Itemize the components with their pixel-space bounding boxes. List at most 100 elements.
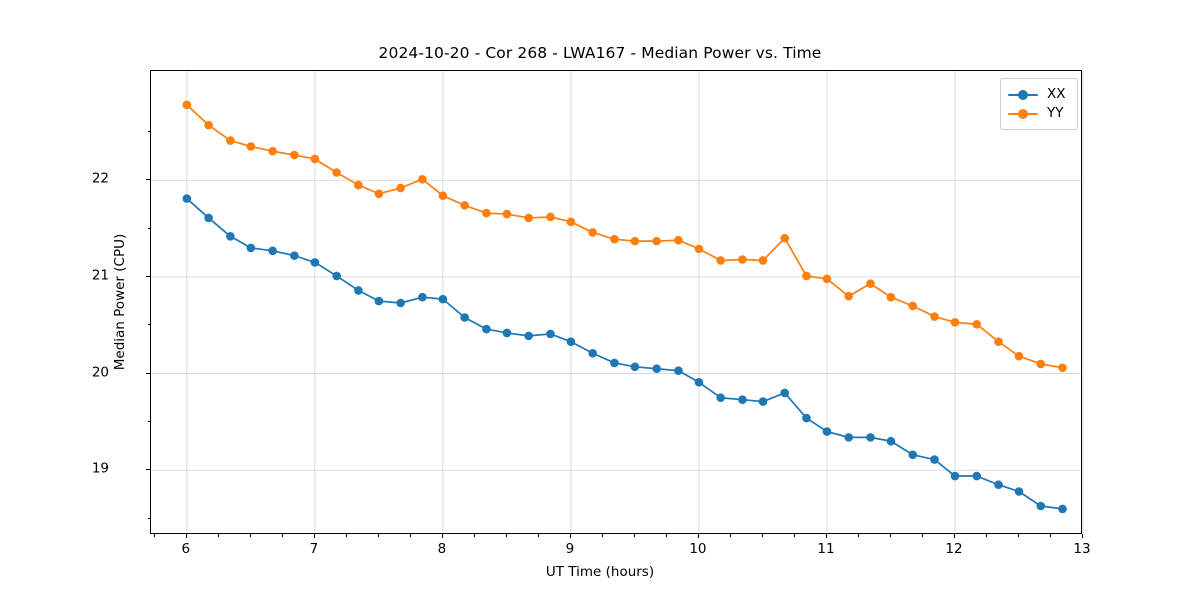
y-minor-tick xyxy=(147,324,150,326)
data-point-yy xyxy=(908,301,918,311)
data-point-xx xyxy=(438,294,448,304)
x-tick-label: 9 xyxy=(565,541,575,557)
y-tick-mark xyxy=(146,275,150,277)
y-tick-label: 22 xyxy=(91,170,109,187)
data-point-yy xyxy=(630,236,640,246)
x-tick-label: 13 xyxy=(1073,541,1091,557)
data-point-xx xyxy=(396,298,405,308)
x-minor-tick xyxy=(889,534,891,537)
x-minor-tick xyxy=(281,534,283,537)
data-point-xx xyxy=(418,292,427,302)
x-minor-tick xyxy=(409,534,411,537)
data-point-xx xyxy=(182,194,192,203)
series-line-xx xyxy=(185,197,1064,510)
x-tick-mark xyxy=(825,534,828,538)
data-point-yy xyxy=(374,189,384,199)
data-point-yy xyxy=(994,337,1003,346)
data-point-yy xyxy=(866,279,875,288)
legend-item-yy: YY xyxy=(1008,104,1069,123)
data-point-yy xyxy=(268,146,277,156)
data-point-xx xyxy=(546,329,555,339)
data-point-yy xyxy=(738,255,747,264)
x-minor-tick xyxy=(249,534,251,537)
data-point-xx xyxy=(226,232,235,241)
x-minor-tick xyxy=(921,534,923,537)
data-point-xx xyxy=(780,388,790,398)
x-minor-tick xyxy=(761,534,763,537)
x-tick-mark xyxy=(441,534,443,538)
x-minor-tick xyxy=(505,534,507,537)
data-point-yy xyxy=(546,212,555,222)
x-tick-mark xyxy=(313,534,315,538)
data-point-yy xyxy=(460,201,469,210)
x-minor-tick xyxy=(793,534,795,537)
x-minor-tick xyxy=(345,534,347,537)
x-tick-mark xyxy=(185,534,187,538)
data-point-xx xyxy=(1058,504,1067,514)
y-tick-label: 19 xyxy=(91,460,109,477)
data-point-xx xyxy=(610,358,619,368)
x-tick-mark xyxy=(697,534,700,538)
data-point-yy xyxy=(758,256,768,265)
data-point-xx xyxy=(374,296,384,306)
x-minor-tick xyxy=(1049,534,1051,537)
x-tick-mark xyxy=(1082,534,1084,538)
data-point-xx xyxy=(822,427,832,436)
legend-item-xx: XX xyxy=(1008,85,1069,104)
data-point-xx xyxy=(950,471,960,481)
x-axis-label: UT Time (hours) xyxy=(545,564,655,580)
data-point-yy xyxy=(1036,359,1046,369)
data-point-xx xyxy=(354,286,363,295)
x-minor-tick xyxy=(473,534,475,537)
data-point-xx xyxy=(758,397,768,406)
data-point-yy xyxy=(716,256,725,265)
y-tick-mark xyxy=(146,179,150,181)
data-point-yy xyxy=(438,191,448,200)
x-minor-tick xyxy=(601,534,603,537)
legend-marker-xx xyxy=(1008,88,1038,102)
data-point-yy xyxy=(694,244,704,254)
data-point-yy xyxy=(780,233,790,243)
data-point-xx xyxy=(524,331,533,341)
data-point-yy xyxy=(310,154,320,164)
data-point-xx xyxy=(630,362,640,372)
x-minor-tick xyxy=(857,534,859,537)
data-point-yy xyxy=(610,234,619,244)
data-point-xx xyxy=(844,433,854,442)
x-minor-tick xyxy=(665,534,667,537)
x-minor-tick xyxy=(1017,534,1019,537)
legend-label-yy: YY xyxy=(1047,104,1064,121)
y-minor-tick xyxy=(147,130,150,132)
x-minor-tick xyxy=(377,534,379,537)
x-tick-mark xyxy=(569,534,571,538)
chart-legend[interactable]: XX YY xyxy=(1000,78,1078,130)
data-point-xx xyxy=(482,324,491,334)
data-point-xx xyxy=(930,455,939,464)
data-point-xx xyxy=(886,436,896,446)
data-point-yy xyxy=(418,174,427,184)
data-point-yy xyxy=(524,213,533,223)
data-point-xx xyxy=(588,348,597,358)
data-point-xx xyxy=(502,328,512,338)
data-point-yy xyxy=(886,292,896,302)
data-point-xx xyxy=(908,450,918,460)
legend-marker-yy xyxy=(1008,107,1038,121)
x-tick-label: 6 xyxy=(181,541,191,557)
data-series-layer xyxy=(182,100,1067,514)
data-point-yy xyxy=(566,217,576,227)
y-tick-mark xyxy=(146,469,150,471)
data-point-yy xyxy=(226,136,235,145)
data-point-xx xyxy=(674,366,683,375)
y-minor-tick xyxy=(147,227,150,229)
data-point-yy xyxy=(204,120,213,130)
data-point-yy xyxy=(588,228,597,237)
data-point-yy xyxy=(1014,351,1024,361)
data-point-yy xyxy=(822,274,832,284)
data-point-yy xyxy=(246,142,256,151)
data-point-yy xyxy=(182,100,192,110)
data-point-xx xyxy=(738,395,747,404)
y-tick-label: 21 xyxy=(91,267,109,284)
x-minor-tick xyxy=(633,534,635,537)
data-point-xx xyxy=(994,480,1003,490)
